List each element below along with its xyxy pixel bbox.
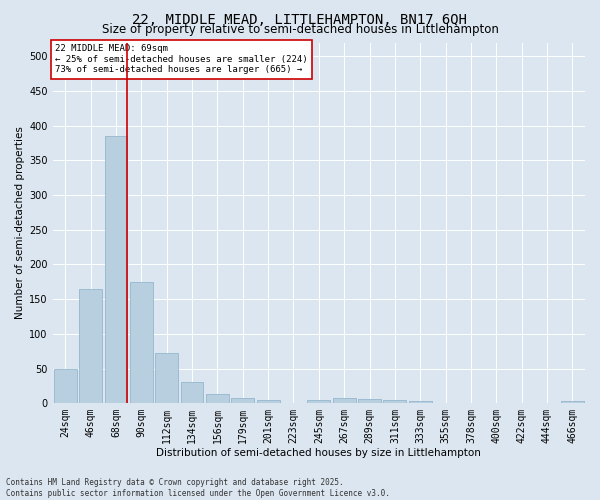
Text: 22 MIDDLE MEAD: 69sqm
← 25% of semi-detached houses are smaller (224)
73% of sem: 22 MIDDLE MEAD: 69sqm ← 25% of semi-deta… — [55, 44, 308, 74]
Bar — [155, 352, 178, 403]
Text: Contains HM Land Registry data © Crown copyright and database right 2025.
Contai: Contains HM Land Registry data © Crown c… — [6, 478, 390, 498]
Bar — [333, 398, 356, 403]
Bar — [561, 401, 584, 403]
Bar — [307, 400, 330, 403]
Y-axis label: Number of semi-detached properties: Number of semi-detached properties — [15, 126, 25, 320]
Bar — [181, 382, 203, 403]
Bar — [434, 402, 457, 403]
Bar — [206, 394, 229, 403]
Text: 22, MIDDLE MEAD, LITTLEHAMPTON, BN17 6QH: 22, MIDDLE MEAD, LITTLEHAMPTON, BN17 6QH — [133, 12, 467, 26]
X-axis label: Distribution of semi-detached houses by size in Littlehampton: Distribution of semi-detached houses by … — [157, 448, 481, 458]
Bar — [358, 399, 381, 403]
Bar — [130, 282, 153, 403]
Bar — [79, 289, 102, 403]
Bar — [383, 400, 406, 403]
Bar — [460, 402, 482, 403]
Bar — [104, 136, 127, 403]
Bar — [409, 401, 431, 403]
Bar — [257, 400, 280, 403]
Bar — [54, 368, 77, 403]
Bar — [282, 402, 305, 403]
Bar — [232, 398, 254, 403]
Text: Size of property relative to semi-detached houses in Littlehampton: Size of property relative to semi-detach… — [101, 22, 499, 36]
